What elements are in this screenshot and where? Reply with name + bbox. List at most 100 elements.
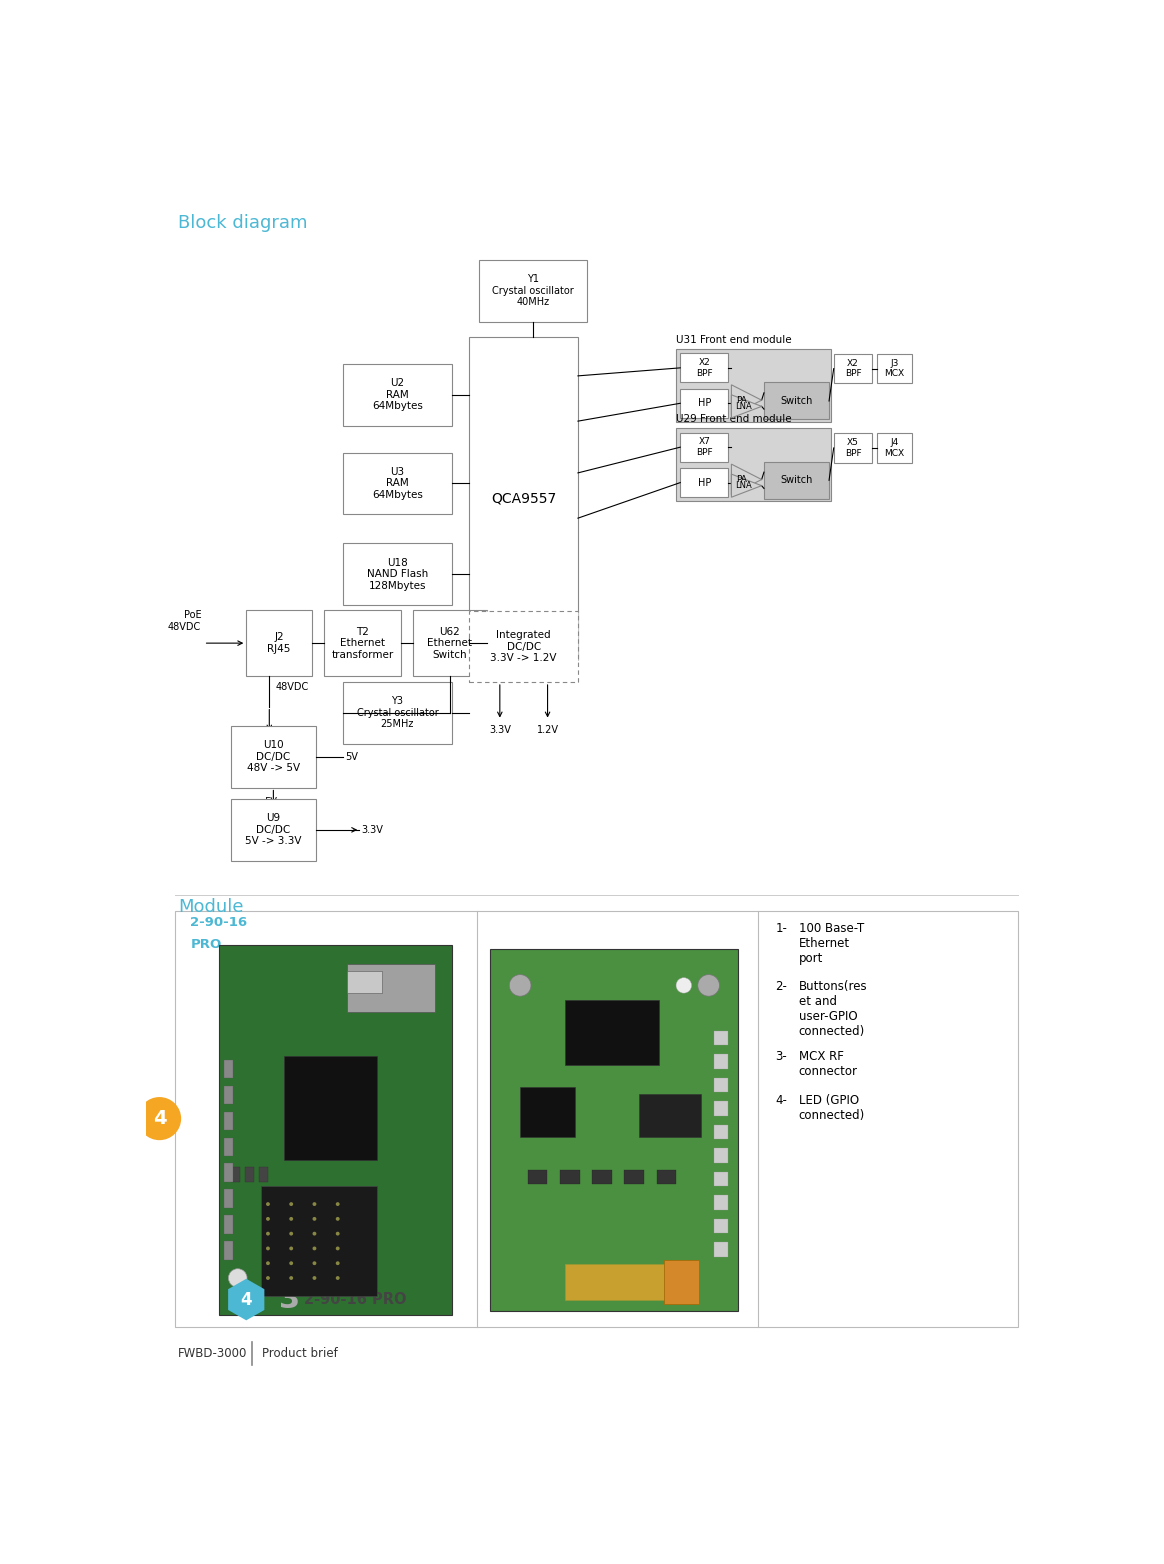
- Bar: [343, 682, 452, 743]
- Bar: [714, 1218, 729, 1234]
- Text: J2
RJ45: J2 RJ45: [268, 632, 291, 654]
- Circle shape: [290, 1276, 293, 1279]
- Bar: [230, 726, 315, 788]
- Text: FWBD-3000: FWBD-3000: [178, 1347, 248, 1361]
- Circle shape: [267, 1261, 270, 1265]
- Bar: [490, 949, 738, 1311]
- Text: Block diagram: Block diagram: [178, 214, 307, 231]
- Bar: [223, 1060, 233, 1079]
- Circle shape: [312, 1232, 317, 1236]
- Bar: [714, 1242, 729, 1257]
- Circle shape: [228, 1268, 247, 1287]
- Bar: [680, 388, 729, 418]
- Bar: [714, 1125, 729, 1139]
- Polygon shape: [228, 1279, 264, 1320]
- Text: U2
RAM
64Mbytes: U2 RAM 64Mbytes: [372, 378, 423, 411]
- Text: U18
NAND Flash
128Mbytes: U18 NAND Flash 128Mbytes: [367, 558, 428, 591]
- Circle shape: [267, 1276, 270, 1279]
- Bar: [714, 1195, 729, 1211]
- Text: 1-: 1-: [775, 923, 788, 935]
- Text: Buttons(res
et and
user-GPIO
connected): Buttons(res et and user-GPIO connected): [799, 979, 867, 1037]
- Text: 48VDC: 48VDC: [276, 682, 308, 693]
- Bar: [714, 1031, 729, 1045]
- Text: PA: PA: [737, 475, 747, 483]
- Bar: [639, 1093, 701, 1137]
- Text: J4
MCX: J4 MCX: [885, 438, 904, 458]
- Text: 3.3V: 3.3V: [361, 824, 383, 835]
- Bar: [714, 1054, 729, 1068]
- Bar: [469, 612, 579, 682]
- Text: LNA: LNA: [736, 482, 752, 490]
- Text: HP: HP: [697, 477, 711, 488]
- Text: 4-: 4-: [775, 1095, 788, 1107]
- Text: Y1
Crystal oscillator
40MHz: Y1 Crystal oscillator 40MHz: [492, 274, 574, 308]
- Bar: [230, 799, 315, 860]
- Circle shape: [290, 1232, 293, 1236]
- Text: MCX RF
connector: MCX RF connector: [799, 1051, 858, 1079]
- Bar: [714, 1171, 729, 1186]
- Bar: [833, 433, 873, 463]
- Text: X2
BPF: X2 BPF: [696, 358, 712, 377]
- Circle shape: [676, 978, 691, 993]
- Text: 5V: 5V: [346, 752, 359, 762]
- Bar: [520, 1087, 575, 1137]
- Text: 3: 3: [279, 1286, 300, 1314]
- Text: Switch: Switch: [780, 396, 812, 407]
- Circle shape: [335, 1217, 340, 1221]
- Bar: [244, 1167, 254, 1182]
- Text: J3
MCX: J3 MCX: [885, 358, 904, 378]
- Text: U9
DC/DC
5V -> 3.3V: U9 DC/DC 5V -> 3.3V: [246, 813, 301, 846]
- Text: 4: 4: [241, 1290, 253, 1309]
- Text: Integrated
DC/DC
3.3V -> 1.2V: Integrated DC/DC 3.3V -> 1.2V: [490, 630, 556, 663]
- Text: PRO: PRO: [191, 938, 221, 951]
- Text: PA: PA: [737, 396, 747, 405]
- Text: LED (GPIO
connected): LED (GPIO connected): [799, 1095, 865, 1123]
- Bar: [230, 1167, 240, 1182]
- Bar: [223, 1215, 233, 1234]
- Circle shape: [335, 1247, 340, 1250]
- Text: QCA9557: QCA9557: [491, 491, 556, 505]
- Circle shape: [267, 1232, 270, 1236]
- Bar: [680, 353, 729, 383]
- Text: 3.3V: 3.3V: [489, 726, 511, 735]
- Circle shape: [137, 1096, 182, 1140]
- Bar: [764, 383, 829, 419]
- Circle shape: [290, 1247, 293, 1250]
- Bar: [247, 610, 312, 676]
- Bar: [343, 543, 452, 605]
- Bar: [663, 1261, 698, 1304]
- Bar: [347, 963, 435, 1012]
- Circle shape: [335, 1261, 340, 1265]
- Circle shape: [290, 1217, 293, 1221]
- Bar: [324, 610, 402, 676]
- Bar: [624, 1170, 644, 1184]
- Text: 3-: 3-: [775, 1051, 787, 1064]
- Text: X5
BPF: X5 BPF: [845, 438, 861, 458]
- Bar: [223, 1164, 233, 1182]
- Circle shape: [312, 1247, 317, 1250]
- Bar: [565, 1264, 663, 1300]
- Bar: [223, 1137, 233, 1156]
- Circle shape: [267, 1217, 270, 1221]
- Bar: [223, 1112, 233, 1131]
- Polygon shape: [731, 465, 761, 494]
- Text: 2-90-16: 2-90-16: [191, 917, 248, 929]
- Bar: [656, 1170, 676, 1184]
- Text: X7
BPF: X7 BPF: [696, 438, 712, 457]
- Bar: [219, 945, 452, 1315]
- Bar: [347, 971, 382, 993]
- Circle shape: [335, 1232, 340, 1236]
- Text: LNA: LNA: [736, 402, 752, 411]
- Bar: [478, 260, 588, 322]
- Text: 2-: 2-: [775, 979, 788, 993]
- Circle shape: [312, 1217, 317, 1221]
- Bar: [878, 353, 911, 383]
- Polygon shape: [731, 474, 761, 497]
- Circle shape: [697, 974, 719, 996]
- Bar: [527, 1170, 547, 1184]
- Text: 1.2V: 1.2V: [537, 726, 559, 735]
- Circle shape: [335, 1203, 340, 1206]
- Circle shape: [510, 974, 531, 996]
- Text: Module: Module: [178, 898, 243, 915]
- Bar: [343, 364, 452, 425]
